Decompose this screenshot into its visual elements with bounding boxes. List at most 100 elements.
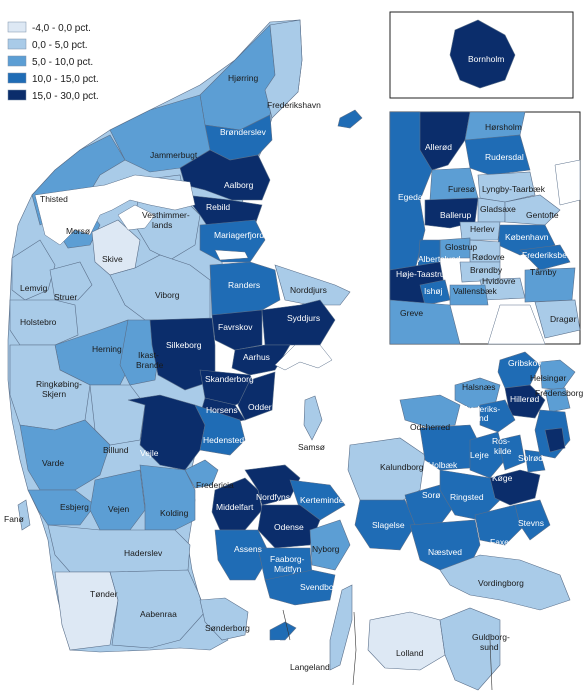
legend-label: 15,0 - 30,0 pct. bbox=[32, 91, 99, 102]
herlev-inset bbox=[459, 221, 501, 241]
label-soro: Sorø bbox=[422, 490, 440, 500]
inset-label-gentofte: Gentofte bbox=[526, 210, 559, 220]
roskilde bbox=[497, 434, 526, 471]
legend-label: 10,0 - 15,0 pct. bbox=[32, 74, 99, 85]
label-vesthimmerlands-2: lands bbox=[152, 220, 172, 230]
label-odense: Odense bbox=[274, 522, 304, 532]
dragor-inset bbox=[534, 299, 581, 339]
fano-island bbox=[17, 499, 31, 531]
vallensbaek-inset bbox=[449, 284, 489, 306]
rudersdal-inset bbox=[464, 134, 531, 176]
label-frederikshavn: Frederikshavn bbox=[267, 100, 321, 110]
fredensborg bbox=[544, 387, 571, 413]
label-langeland: Langeland bbox=[290, 662, 330, 672]
frederikssund bbox=[479, 399, 516, 433]
legend-item: -4,0 - 0,0 pct. bbox=[7, 21, 91, 34]
label-laeso: Læsø bbox=[342, 137, 364, 147]
hedensted bbox=[194, 404, 246, 456]
vejen bbox=[89, 469, 146, 531]
inset-label-ballerup: Ballerup bbox=[440, 210, 471, 220]
aarhus bbox=[231, 344, 291, 376]
stevns bbox=[514, 499, 551, 541]
label-ringsted: Ringsted bbox=[450, 492, 484, 502]
lyngby-inset bbox=[477, 171, 536, 203]
label-lemvig: Lemvig bbox=[20, 283, 48, 293]
slagelse bbox=[354, 499, 416, 551]
label-gribskov: Gribskov bbox=[508, 358, 542, 368]
label-vejen: Vejen bbox=[108, 504, 130, 514]
jutland bbox=[7, 19, 351, 653]
label-aero: Ærø bbox=[272, 638, 289, 648]
inset-label-herlev: Herlev bbox=[470, 224, 495, 234]
koge bbox=[489, 469, 541, 506]
legend-item: 10,0 - 15,0 pct. bbox=[7, 72, 99, 85]
label-kolding: Kolding bbox=[160, 508, 189, 518]
inset-label-albertslund: Albertslund bbox=[418, 254, 461, 264]
nyborg bbox=[309, 519, 351, 571]
label-faaborg-2: Midtfyn bbox=[274, 564, 302, 574]
legend-label: 0,0 - 5,0 pct. bbox=[32, 40, 88, 51]
bornholm-inset bbox=[389, 11, 574, 99]
label-rebild: Rebild bbox=[206, 202, 230, 212]
label-halsnaes: Halsnæs bbox=[462, 382, 496, 392]
aalborg bbox=[179, 149, 271, 201]
odder bbox=[237, 371, 276, 421]
inset-label-egedal: Egedal bbox=[398, 192, 425, 202]
label-koge: Køge bbox=[492, 473, 513, 483]
helsingor bbox=[539, 359, 576, 391]
haderslev bbox=[47, 524, 191, 576]
inset-label-hvidovre: Hvidovre bbox=[482, 276, 516, 286]
label-skanderborg: Skanderborg bbox=[205, 374, 254, 384]
legend-label: 5,0 - 10,0 pct. bbox=[32, 57, 93, 68]
label-bronderslev: Brønderslev bbox=[220, 127, 267, 137]
inset-label-lyngby: Lyngby-Taarbæk bbox=[482, 184, 546, 194]
vejle bbox=[127, 394, 206, 471]
holstebro bbox=[9, 299, 79, 346]
label-roskilde-1: Ros- bbox=[492, 436, 510, 446]
label-kerteminde: Kerteminde bbox=[300, 495, 344, 505]
label-vejle: Vejle bbox=[140, 448, 159, 458]
nordfyns bbox=[244, 464, 301, 506]
label-holbaek: Holbæk bbox=[428, 460, 458, 470]
label-vesthimmerlands-1: Vesthimmer- bbox=[142, 210, 190, 220]
label-thisted: Thisted bbox=[40, 194, 68, 204]
odsherred bbox=[399, 394, 461, 429]
aabenraa bbox=[109, 569, 206, 649]
label-faxe: Faxe bbox=[490, 537, 509, 547]
label-faaborg-1: Faaborg- bbox=[270, 554, 305, 564]
inset-label-kobenhavn: København bbox=[505, 232, 549, 242]
sea-connectors bbox=[282, 609, 493, 691]
label-aalborg: Aalborg bbox=[224, 180, 254, 190]
greve-inset bbox=[389, 299, 461, 345]
lejre bbox=[469, 431, 506, 479]
inset-label-glostrup: Glostrup bbox=[445, 242, 477, 252]
varde bbox=[19, 419, 111, 491]
label-lejre: Lejre bbox=[470, 450, 489, 460]
label-viborg: Viborg bbox=[155, 290, 180, 300]
inset-label-brondby: Brøndby bbox=[470, 265, 503, 275]
label-sonderborg: Sønderborg bbox=[205, 623, 250, 633]
silkeborg bbox=[149, 317, 216, 391]
inset-label-greve: Greve bbox=[400, 308, 423, 318]
legend-item: 0,0 - 5,0 pct. bbox=[7, 38, 88, 51]
label-morso: Morsø bbox=[66, 226, 90, 236]
label-ikast-2: Brande bbox=[136, 360, 164, 370]
label-billund: Billund bbox=[103, 445, 129, 455]
label-horsens: Horsens bbox=[206, 405, 238, 415]
inset-label-vallensbaek: Vallensbæk bbox=[453, 286, 498, 296]
label-frederikssund-1: Frederiks- bbox=[462, 404, 500, 414]
label-randers: Randers bbox=[228, 280, 260, 290]
legend-label: -4,0 - 0,0 pct. bbox=[32, 23, 91, 34]
inset-label-rudersdal: Rudersdal bbox=[485, 152, 524, 162]
label-fredensborg: Fredensborg bbox=[535, 388, 583, 398]
inset-label-allerod: Allerød bbox=[425, 142, 452, 152]
solrod bbox=[524, 449, 546, 473]
label-svendborg: Svendborg bbox=[300, 582, 341, 592]
label-ikast-1: Ikast- bbox=[138, 350, 159, 360]
label-jammerbugt: Jammerbugt bbox=[150, 150, 198, 160]
lemvig bbox=[11, 239, 56, 301]
label-solrod: Solrød bbox=[518, 453, 543, 463]
legend-item: 15,0 - 30,0 pct. bbox=[7, 89, 99, 102]
label-hillerod: Hillerød bbox=[510, 394, 540, 404]
